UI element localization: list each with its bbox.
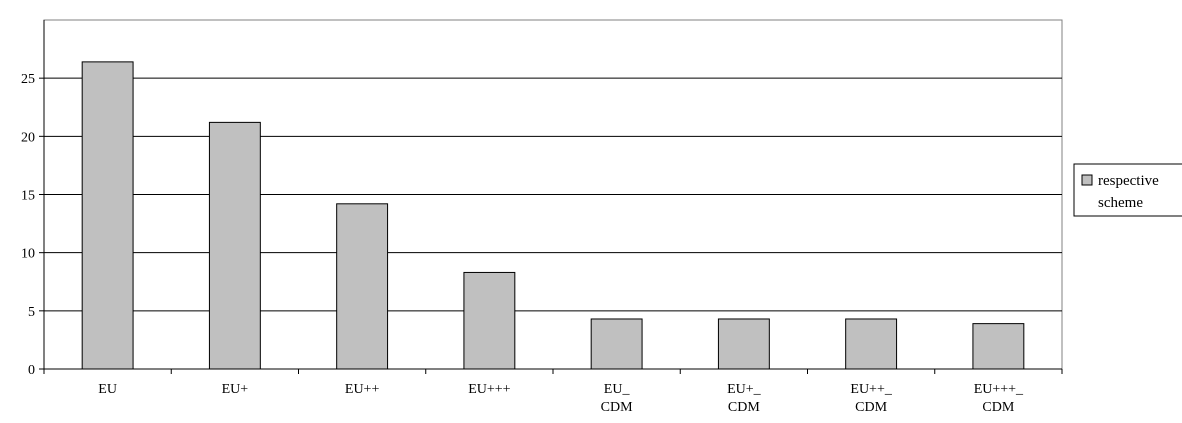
x-category-label: EU_ CDM xyxy=(601,382,633,415)
x-category-label-line: EU_ xyxy=(604,382,631,397)
axes xyxy=(39,20,1063,374)
y-tick-label: 5 xyxy=(28,305,35,320)
x-category-label-line: EU+_ xyxy=(727,382,762,397)
legend-label-line-2: scheme xyxy=(1098,195,1143,211)
legend-label-line-1: respective xyxy=(1098,173,1159,189)
x-category-label: EU+++ xyxy=(468,382,510,397)
bar xyxy=(208,121,261,370)
x-category-label-line: EU++ xyxy=(345,382,380,397)
x-category-label: EU++ xyxy=(345,382,380,397)
x-category-label-line: EU xyxy=(98,382,117,397)
x-category-label-line: CDM xyxy=(982,400,1014,415)
legend-box xyxy=(1073,163,1182,217)
legend-swatch xyxy=(1081,174,1093,186)
bar xyxy=(590,318,643,370)
x-category-label-line: CDM xyxy=(855,400,887,415)
y-tick-label: 10 xyxy=(21,247,35,262)
x-category-label-line: CDM xyxy=(728,400,760,415)
bars xyxy=(81,61,1025,370)
x-category-label-line: CDM xyxy=(601,400,633,415)
x-category-label-line: EU+++_ xyxy=(974,382,1024,397)
bar xyxy=(81,61,134,370)
y-tick-label: 0 xyxy=(28,363,35,378)
x-category-label-line: EU+ xyxy=(222,382,249,397)
bar xyxy=(845,318,898,370)
y-tick-labels: 0 5 10 15 20 25 xyxy=(21,72,35,378)
bar xyxy=(463,271,516,370)
x-category-label: EU+++_ CDM xyxy=(974,382,1024,415)
y-tick-label: 25 xyxy=(21,72,35,87)
x-category-label-line: EU+++ xyxy=(468,382,510,397)
x-category-label-line: EU++_ xyxy=(850,382,892,397)
bar xyxy=(972,323,1025,370)
x-category-label: EU+ xyxy=(222,382,249,397)
bar xyxy=(717,318,770,370)
y-tick-label: 20 xyxy=(21,130,35,145)
y-tick-label: 15 xyxy=(21,189,35,204)
x-category-label: EU+_ CDM xyxy=(727,382,762,415)
legend: respective scheme xyxy=(1073,163,1182,217)
x-category-label: EU xyxy=(98,382,117,397)
bar xyxy=(336,203,389,370)
x-category-label: EU++_ CDM xyxy=(850,382,892,415)
